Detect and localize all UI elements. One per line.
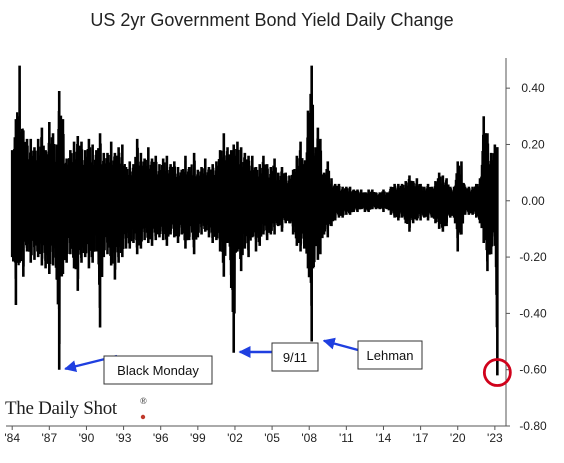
x-tick-label: '87 <box>41 431 57 445</box>
x-tick-label: '99 <box>190 431 206 445</box>
x-tick-label: '93 <box>116 431 132 445</box>
brand-registered-mark: ® <box>140 396 147 406</box>
annotation-layer: Black Monday 9/11 Lehman <box>64 337 512 387</box>
annotation-2: 9/11 <box>238 342 319 372</box>
y-tick-label: -0.60 <box>519 363 547 377</box>
x-tick-label: '20 <box>450 431 466 445</box>
x-tick-label: '17 <box>413 431 429 445</box>
y-tick-label: 0.00 <box>521 194 545 208</box>
annotation-1: Black Monday <box>64 354 213 385</box>
axis-layer: 0.40 0.20 0.00 -0.20 -0.40 -0.60 -0.80 '84 '87 '9… <box>4 58 547 445</box>
annotation-label: Black Monday <box>117 363 199 378</box>
x-tick-label: '11 <box>339 431 354 445</box>
annotation-label: 9/11 <box>283 350 307 365</box>
y-tick-label: -0.20 <box>519 250 547 264</box>
x-tick-label: '05 <box>264 431 280 445</box>
highlight-circle <box>482 358 512 387</box>
y-tick-label: 0.40 <box>521 81 545 95</box>
brand-name: The Daily Shot <box>5 398 118 419</box>
series-layer <box>10 65 499 376</box>
chart-title: US 2yr Government Bond Yield Daily Chang… <box>90 10 453 30</box>
y-tick-label: -0.40 <box>519 306 547 320</box>
y-tick-label: 0.20 <box>521 137 545 151</box>
annotation-label: Lehman <box>367 348 414 363</box>
x-tick-label: '96 <box>153 431 169 445</box>
y-tick-label: -0.80 <box>519 419 547 433</box>
annotation-box <box>103 355 213 385</box>
annotation-box <box>271 342 319 372</box>
annotation-box <box>357 340 423 370</box>
x-tick-label: '84 <box>4 431 20 445</box>
annotation-arrow <box>322 337 359 352</box>
brand-dot <box>140 414 146 420</box>
brand-logo: The Daily Shot ® <box>5 396 147 420</box>
x-tick-label: '14 <box>376 431 392 445</box>
annotation-3: Lehman <box>322 337 423 370</box>
x-tick-label: '08 <box>301 431 317 445</box>
x-tick-label: '02 <box>227 431 243 445</box>
x-tick-label: '23 <box>487 431 503 445</box>
x-tick-label: '90 <box>79 431 95 445</box>
